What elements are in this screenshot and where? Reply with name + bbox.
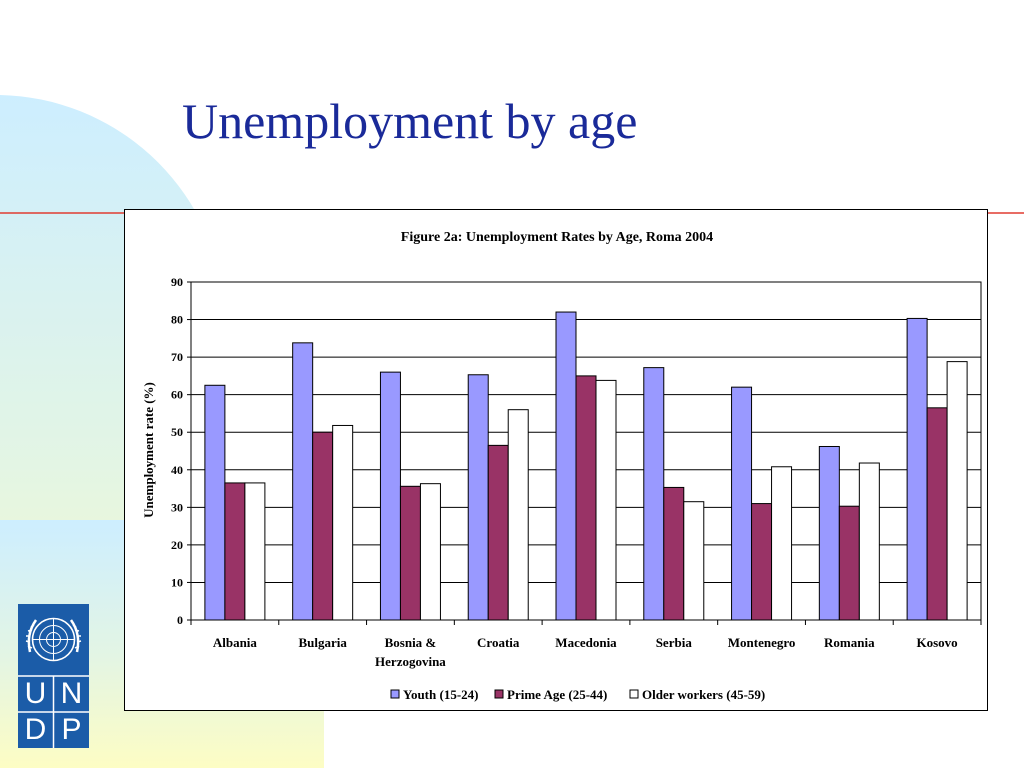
legend-entry-label: Youth (15-24): [403, 687, 478, 702]
bars: [204, 311, 968, 621]
legend-swatch: [390, 689, 400, 699]
logo-letter-n: N: [60, 677, 83, 710]
x-tick-label: Bulgaria: [298, 635, 347, 650]
bar: [643, 367, 665, 621]
bar: [555, 311, 577, 621]
bar: [731, 386, 753, 621]
y-tick-label: 90: [171, 275, 183, 289]
plot-frame: [190, 281, 982, 621]
bar: [312, 431, 334, 621]
legend-swatch: [494, 689, 504, 699]
bar: [838, 505, 860, 621]
bar: [663, 486, 685, 621]
axes: [187, 281, 982, 625]
x-tick-label: Kosovo: [917, 635, 958, 650]
bar: [379, 371, 401, 621]
logo-letter-u: U: [24, 677, 47, 710]
x-tick-label: Montenegro: [728, 635, 796, 650]
logo-letter-p: P: [61, 713, 82, 746]
bar: [946, 361, 968, 621]
bar: [467, 374, 489, 621]
bar: [906, 317, 928, 621]
legend-entry-label: Older workers (45-59): [642, 687, 765, 702]
bar: [332, 424, 354, 621]
x-tick-label: Macedonia: [555, 635, 617, 650]
logo-letter-d: D: [24, 713, 47, 746]
bar: [751, 503, 773, 621]
undp-logo: U N D P: [18, 604, 89, 748]
x-tick-label: Serbia: [656, 635, 693, 650]
bar: [926, 407, 948, 621]
bar: [575, 375, 597, 621]
legend-swatch: [629, 689, 639, 699]
bar: [818, 445, 840, 621]
y-tick-label: 10: [171, 575, 183, 589]
bar: [858, 462, 880, 621]
x-tick-label: Romania: [824, 635, 875, 650]
y-tick-label: 20: [171, 538, 183, 552]
bar: [224, 482, 246, 621]
chart-title: Figure 2a: Unemployment Rates by Age, Ro…: [401, 230, 713, 245]
chart-container: Figure 2a: Unemployment Rates by Age, Ro…: [124, 209, 988, 711]
bar: [507, 409, 529, 621]
y-tick-labels: 0 10 20 30 40 50 60 70 80 90: [171, 275, 183, 627]
un-emblem-icon: [25, 617, 82, 662]
bar: [683, 501, 705, 621]
bar: [419, 483, 441, 621]
y-tick-label: 50: [171, 425, 183, 439]
y-axis-label: Unemployment rate (%): [141, 382, 156, 518]
x-tick-label: Albania: [213, 635, 258, 650]
bar: [399, 485, 421, 621]
y-tick-label: 60: [171, 388, 183, 402]
x-tick-labels: Albania Bulgaria Bosnia & Herzogovina Croati…: [213, 635, 958, 669]
bar: [292, 342, 314, 621]
bar: [244, 482, 266, 621]
legend-entry-label: Prime Age (25-44): [507, 687, 607, 702]
bar-chart: Figure 2a: Unemployment Rates by Age, Ro…: [141, 230, 982, 702]
bar: [204, 384, 226, 621]
y-tick-label: 80: [171, 313, 183, 327]
y-tick-label: 40: [171, 463, 183, 477]
bar: [487, 444, 509, 621]
y-tick-label: 30: [171, 500, 183, 514]
slide-title: Unemployment by age: [182, 93, 638, 149]
bar: [771, 466, 793, 621]
y-tick-label: 70: [171, 350, 183, 364]
x-tick-label: Bosnia &: [385, 635, 437, 650]
x-tick-label: Herzogovina: [375, 654, 446, 669]
x-tick-label: Croatia: [477, 635, 520, 650]
y-tick-label: 0: [177, 613, 183, 627]
bar: [595, 379, 617, 621]
logo-dividers: [18, 675, 89, 748]
legend: Youth (15-24) Prime Age (25-44) Older work…: [390, 687, 765, 702]
